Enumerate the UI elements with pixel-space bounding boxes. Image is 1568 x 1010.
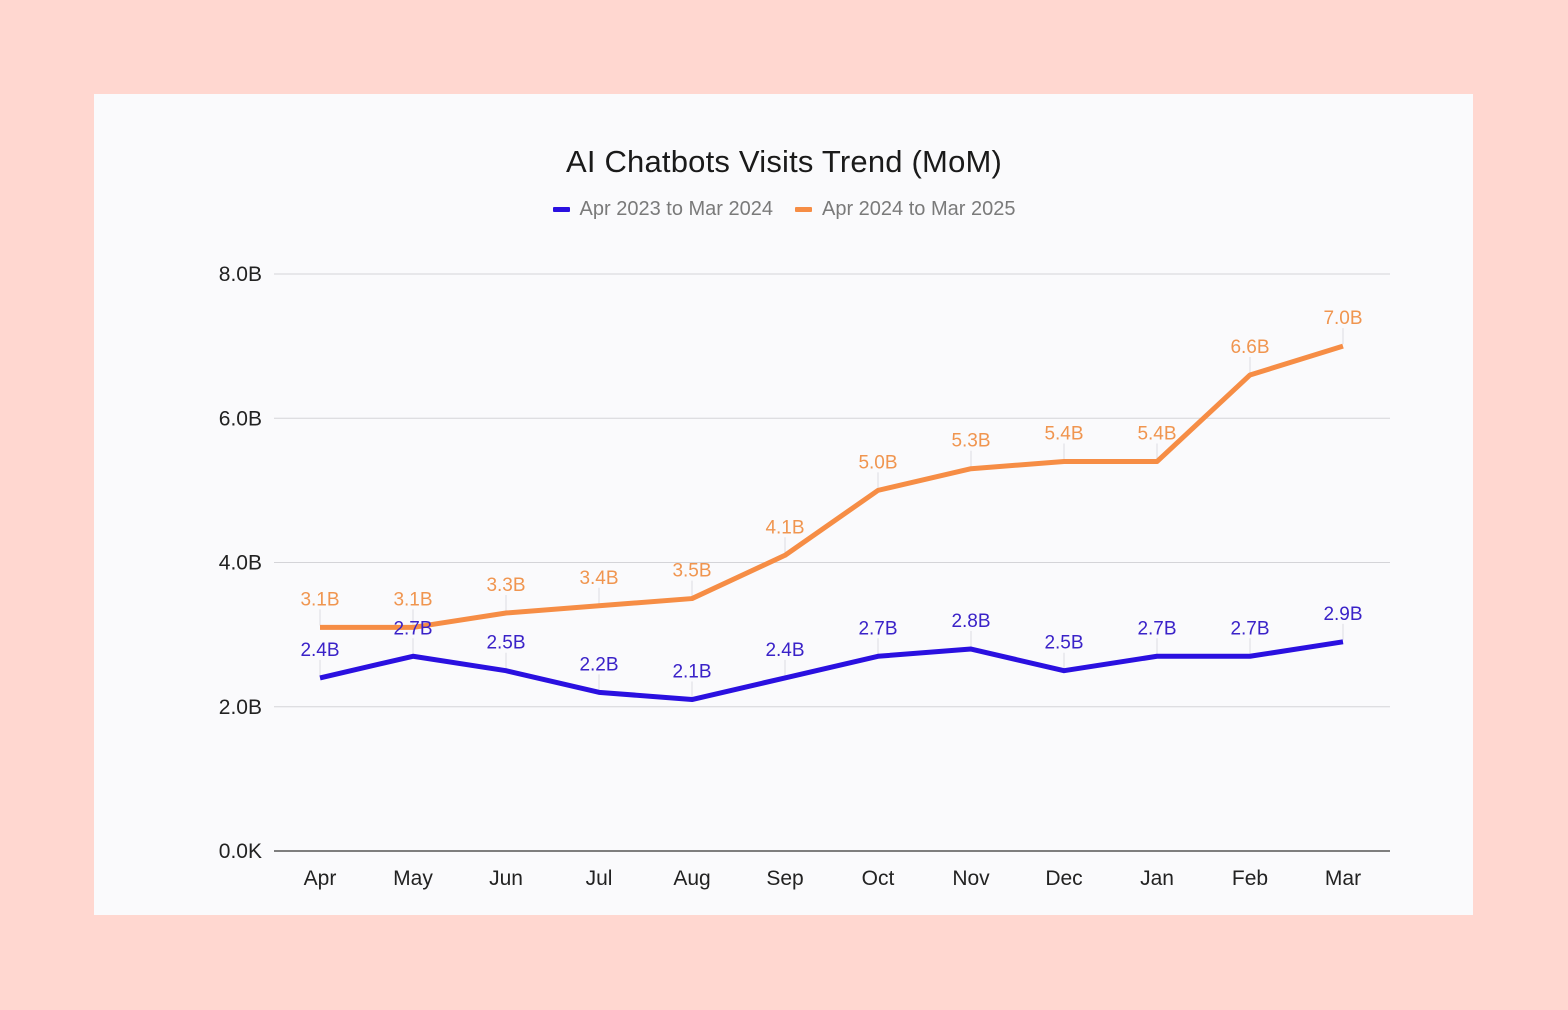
legend-item-series-2[interactable]: Apr 2024 to Mar 2025 <box>795 198 1015 221</box>
data-label: 3.3B <box>486 575 525 596</box>
data-label: 2.8B <box>951 611 990 632</box>
x-tick-label: Feb <box>1232 867 1268 890</box>
series-line-1 <box>319 639 1344 703</box>
series-line-2 <box>320 343 1344 630</box>
legend-label-series-2: Apr 2024 to Mar 2025 <box>822 198 1016 220</box>
y-axis-ticks: 0.0K 2.0B 4.0B 6.0B 8.0B <box>219 263 262 863</box>
x-tick-label: Jun <box>489 867 523 890</box>
data-label: 2.4B <box>300 640 339 661</box>
data-label: 2.5B <box>486 633 525 654</box>
x-tick-label: Sep <box>766 867 803 890</box>
data-label: 6.6B <box>1230 337 1269 358</box>
data-label: 4.1B <box>765 517 804 538</box>
data-label: 3.1B <box>393 589 432 610</box>
data-label: 2.1B <box>672 662 711 683</box>
x-tick-label: Nov <box>952 867 990 890</box>
x-tick-label: Jan <box>1140 867 1174 890</box>
chart-card <box>94 94 1473 915</box>
data-label: 5.4B <box>1137 424 1176 445</box>
series-lines <box>319 343 1344 703</box>
y-tick-label: 6.0B <box>219 407 262 430</box>
x-axis-ticks: Apr May Jun Jul Aug Sep Oct Nov Dec Jan Feb Mar <box>304 867 1361 890</box>
data-label: 5.0B <box>858 452 897 473</box>
data-label: 2.7B <box>858 618 897 639</box>
data-label: 2.2B <box>579 654 618 675</box>
data-label: 5.3B <box>951 431 990 452</box>
x-tick-label: May <box>393 867 433 890</box>
x-tick-label: Apr <box>304 867 337 890</box>
y-tick-label: 0.0K <box>219 840 262 863</box>
data-label: 2.5B <box>1044 633 1083 654</box>
y-tick-label: 8.0B <box>219 263 262 286</box>
data-label: 2.7B <box>1137 618 1176 639</box>
data-label: 3.4B <box>579 568 618 589</box>
data-label: 2.7B <box>1230 618 1269 639</box>
x-tick-label: Aug <box>673 867 710 890</box>
legend-swatch-series-1 <box>552 207 570 212</box>
legend-swatch-series-2 <box>795 207 812 212</box>
label-leader-lines <box>319 328 1344 698</box>
data-labels: 3.1B 3.1B 3.3B 3.4B 3.5B 4.1B 5.0B 5.3B 5.4B 5.4B… <box>300 308 1362 682</box>
data-label: 2.9B <box>1323 604 1362 625</box>
chart-legend: Apr 2023 to Mar 2024 Apr 2024 to Mar 202… <box>0 198 1568 221</box>
data-label: 3.1B <box>300 589 339 610</box>
legend-label-series-1: Apr 2023 to Mar 2024 <box>579 198 773 220</box>
data-label: 2.4B <box>765 640 804 661</box>
x-tick-label: Jul <box>586 867 613 890</box>
data-label: 7.0B <box>1323 308 1362 329</box>
data-label: 3.5B <box>672 561 711 582</box>
gridlines <box>274 273 1390 852</box>
chart-title: AI Chatbots Visits Trend (MoM) <box>565 144 1003 179</box>
x-tick-label: Oct <box>862 867 895 890</box>
x-tick-label: Mar <box>1325 867 1361 890</box>
x-tick-label: Dec <box>1045 867 1082 890</box>
data-label: 5.4B <box>1044 424 1083 445</box>
y-tick-label: 2.0B <box>219 696 262 719</box>
data-label: 2.7B <box>393 618 432 639</box>
legend-item-series-1[interactable]: Apr 2023 to Mar 2024 <box>552 198 773 221</box>
y-tick-label: 4.0B <box>219 552 262 575</box>
